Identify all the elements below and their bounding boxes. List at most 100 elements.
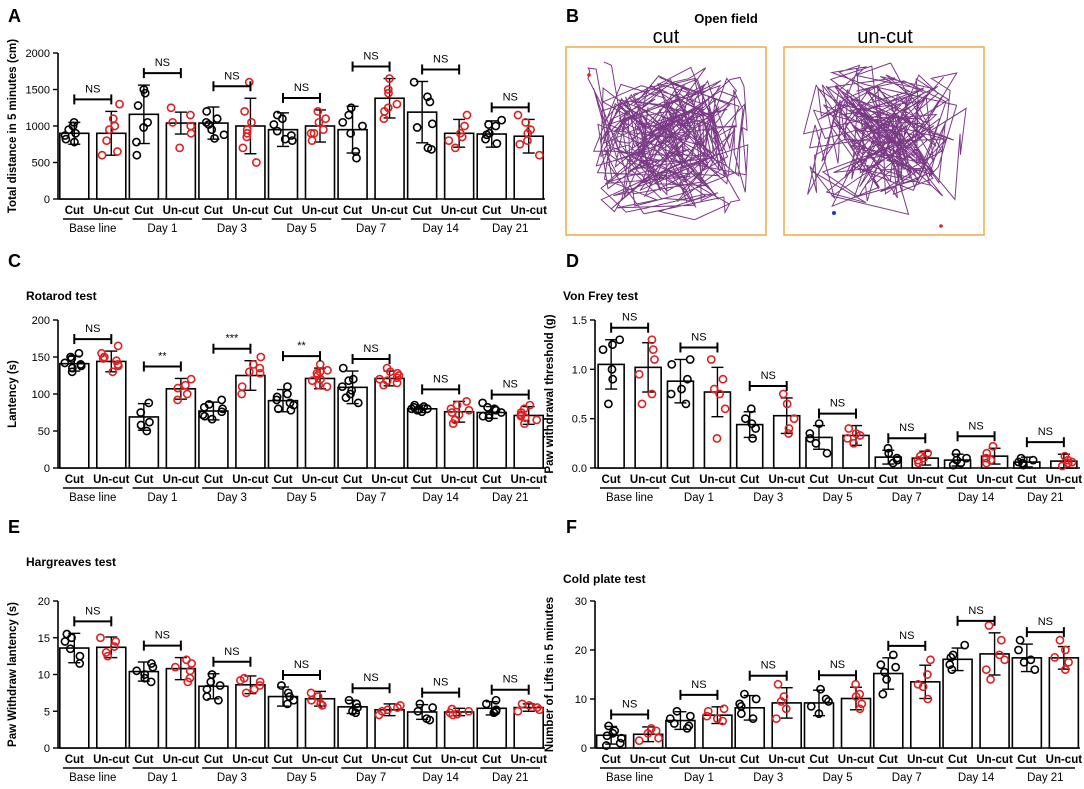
bar-label: Un-cut — [769, 474, 806, 486]
data-point — [986, 455, 996, 465]
bar-label: Un-cut — [630, 754, 667, 766]
significance-label: *** — [226, 333, 240, 345]
data-point — [496, 408, 506, 417]
data-point — [379, 114, 389, 124]
bar-label: Un-cut — [302, 205, 339, 217]
data-point — [672, 706, 682, 716]
data-point — [1060, 645, 1070, 655]
y-tick-label: 150 — [32, 352, 50, 364]
bar-label: Un-cut — [838, 474, 875, 486]
y-axis-label: Number of Lifts in 5 minutes — [544, 597, 556, 752]
data-point — [615, 738, 625, 748]
data-point — [392, 378, 402, 388]
data-point — [186, 121, 196, 131]
bar-label: Cut — [343, 205, 362, 217]
bar-label: Cut — [204, 205, 223, 217]
data-point — [175, 143, 185, 153]
data-point — [338, 363, 348, 373]
group-label: Day 5 — [286, 492, 316, 504]
data-point — [183, 677, 193, 687]
y-axis-label: Lantency (s) — [7, 360, 19, 428]
data-point — [608, 374, 618, 384]
significance-label: NS — [224, 646, 239, 658]
data-point — [683, 374, 692, 384]
data-point — [306, 688, 316, 698]
group-label: Day 3 — [217, 223, 247, 235]
data-point — [277, 681, 286, 690]
group-label: Day 21 — [492, 772, 528, 784]
data-point — [984, 621, 994, 630]
data-point — [513, 706, 523, 716]
data-point — [207, 414, 217, 424]
bar-label: Cut — [948, 754, 967, 766]
data-point — [182, 389, 192, 399]
data-point — [1018, 458, 1027, 468]
data-point — [814, 419, 824, 428]
data-point — [316, 699, 326, 709]
data-point — [666, 389, 676, 399]
data-point — [272, 395, 282, 405]
data-point — [428, 703, 438, 712]
group-label: Day 1 — [147, 492, 177, 504]
y-tick-label: 2000 — [26, 48, 50, 60]
data-point — [634, 736, 644, 746]
data-point — [615, 335, 625, 345]
data-point — [667, 359, 677, 369]
data-point — [677, 384, 686, 394]
group-label: Day 7 — [356, 772, 386, 784]
group-label: Base line — [69, 223, 116, 235]
panel-d-von-frey: D Von Frey test 0.0 0.5 1.0 1.5 Paw withdrawal… — [544, 251, 1082, 504]
data-point — [720, 404, 730, 414]
y-tick-label: 10 — [575, 694, 587, 706]
uncut-movement-trace — [803, 62, 967, 215]
data-point — [448, 419, 458, 428]
data-point — [313, 107, 323, 116]
data-point — [719, 704, 729, 714]
y-tick-label: 20 — [38, 596, 50, 608]
data-point — [99, 352, 109, 362]
data-point — [842, 433, 852, 443]
data-point — [427, 144, 436, 154]
data-point — [844, 424, 854, 433]
data-point — [651, 726, 661, 736]
data-point — [610, 726, 620, 736]
data-point — [385, 74, 394, 83]
data-point — [876, 660, 886, 670]
bar-label: Cut — [879, 754, 898, 766]
data-point — [532, 703, 542, 712]
data-point — [481, 699, 491, 709]
data-point — [1057, 461, 1067, 471]
bar-label: Un-cut — [371, 474, 408, 486]
data-point — [348, 374, 358, 384]
significance-label: NS — [830, 659, 845, 671]
data-point — [142, 426, 152, 436]
bar-label: Un-cut — [232, 474, 269, 486]
uncut-end-marker — [939, 224, 943, 228]
data-point — [60, 131, 70, 140]
data-point — [746, 404, 756, 414]
data-point — [414, 405, 424, 414]
data-point — [98, 354, 108, 363]
data-point — [736, 701, 746, 711]
data-point — [923, 670, 932, 679]
panel-letter-c: C — [8, 251, 21, 271]
data-point — [452, 400, 462, 410]
group-label: Day 21 — [1027, 492, 1063, 504]
data-point — [806, 701, 816, 711]
data-point — [379, 380, 389, 390]
data-point — [926, 655, 935, 665]
data-point — [269, 120, 279, 129]
bar-label: Cut — [204, 474, 223, 486]
data-point — [280, 134, 290, 144]
open-field-title: Open field — [694, 11, 758, 26]
bar-cut-day-7 — [872, 672, 904, 749]
data-point — [374, 710, 384, 720]
data-point — [70, 137, 79, 147]
bar-un-cut-day-7 — [374, 708, 405, 749]
data-point — [478, 398, 488, 408]
significance-label: NS — [363, 672, 378, 684]
data-point — [65, 644, 75, 654]
data-point — [814, 709, 824, 719]
data-point — [773, 679, 783, 689]
